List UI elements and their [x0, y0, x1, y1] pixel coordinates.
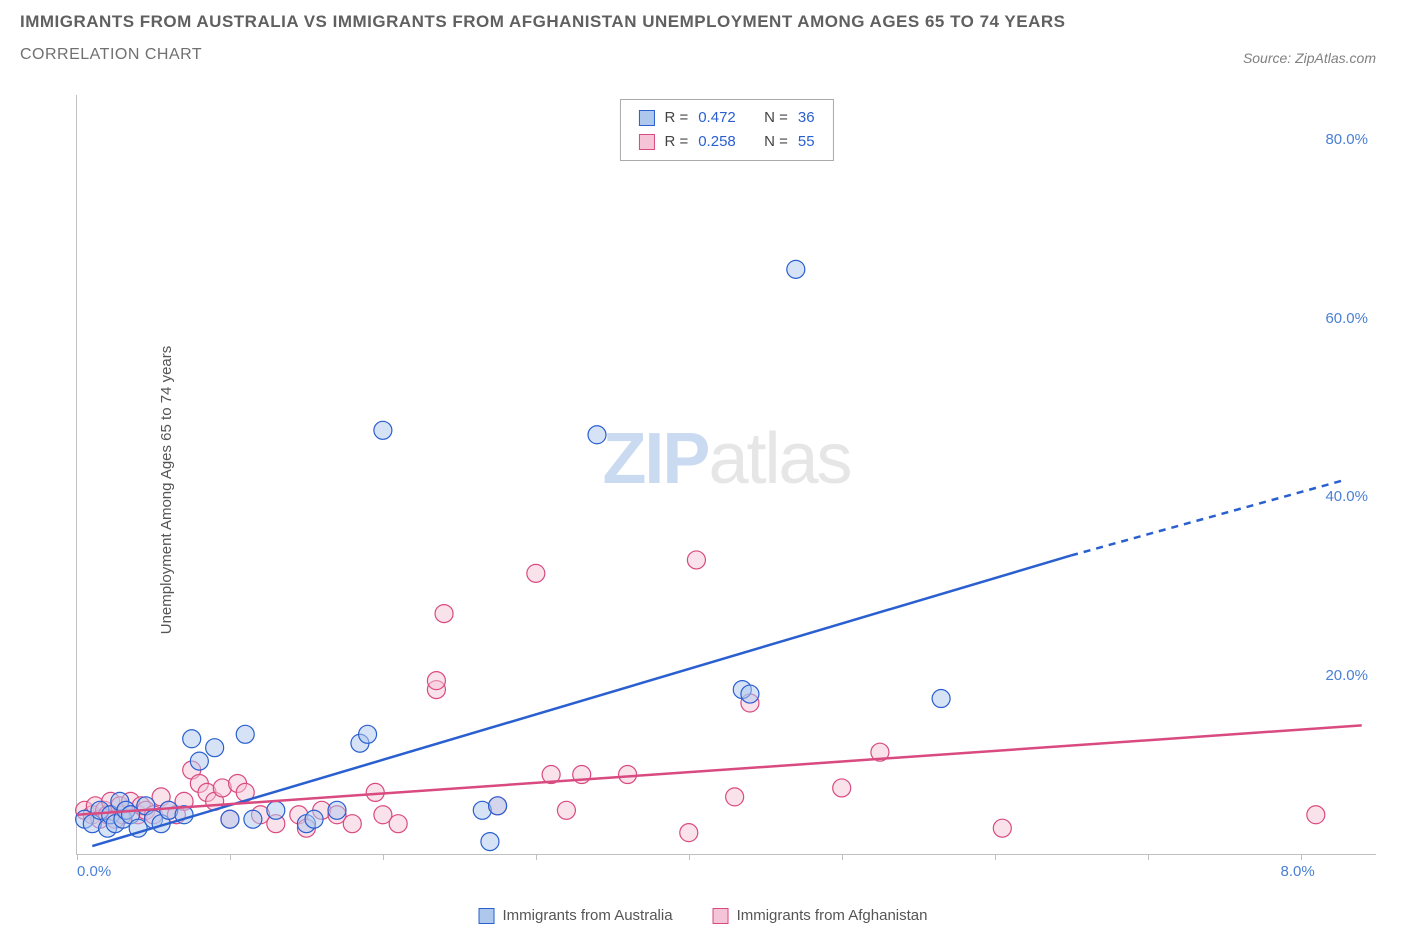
legend-swatch: [638, 110, 654, 126]
y-tick-label: 20.0%: [1325, 667, 1368, 684]
chart-container: Unemployment Among Ages 65 to 74 years Z…: [60, 95, 1390, 885]
legend-r-value: 0.258: [698, 130, 736, 154]
scatter-plot: [77, 95, 1377, 855]
bottom-legend-label: Immigrants from Afghanistan: [737, 907, 928, 924]
chart-title-sub: CORRELATION CHART: [20, 46, 1386, 64]
legend-n-label: N =: [764, 106, 788, 130]
bottom-legend: Immigrants from Australia Immigrants fro…: [479, 907, 928, 924]
chart-title-main: IMMIGRANTS FROM AUSTRALIA VS IMMIGRANTS …: [20, 12, 1386, 32]
y-tick-label: 80.0%: [1325, 131, 1368, 148]
legend-correlation-row: R = 0.472 N = 36: [638, 106, 814, 130]
legend-n-label: N =: [764, 130, 788, 154]
x-tick-label: 0.0%: [77, 863, 111, 880]
y-tick-label: 60.0%: [1325, 310, 1368, 327]
legend-swatch: [638, 134, 654, 150]
x-tick-label: 8.0%: [1281, 863, 1315, 880]
bottom-legend-item: Immigrants from Afghanistan: [713, 907, 928, 924]
legend-correlation-box: R = 0.472 N = 36 R = 0.258 N = 55: [619, 99, 833, 161]
legend-correlation-row: R = 0.258 N = 55: [638, 130, 814, 154]
legend-swatch: [713, 908, 729, 924]
bottom-legend-label: Immigrants from Australia: [503, 907, 673, 924]
source-attribution: Source: ZipAtlas.com: [1243, 50, 1376, 66]
legend-r-value: 0.472: [698, 106, 736, 130]
plot-area: ZIPatlas R = 0.472 N = 36 R = 0.258 N = …: [76, 95, 1376, 855]
legend-swatch: [479, 908, 495, 924]
y-tick-label: 40.0%: [1325, 488, 1368, 505]
bottom-legend-item: Immigrants from Australia: [479, 907, 673, 924]
legend-n-value: 36: [798, 106, 815, 130]
legend-n-value: 55: [798, 130, 815, 154]
legend-r-label: R =: [664, 130, 688, 154]
legend-r-label: R =: [664, 106, 688, 130]
